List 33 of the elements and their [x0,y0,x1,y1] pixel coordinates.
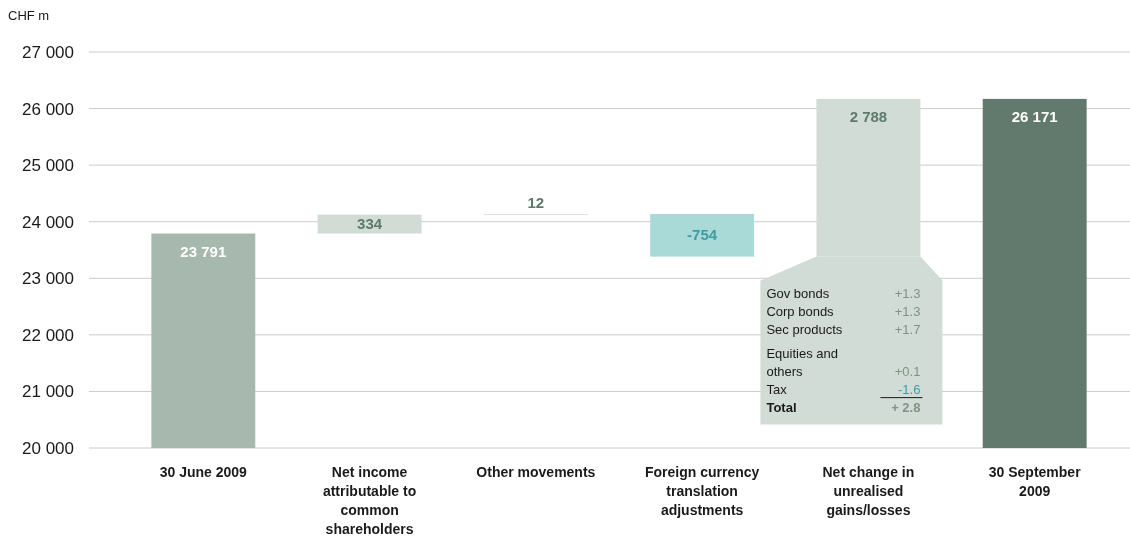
x-tick-label: Net change in unrealised gains/losses [822,464,915,518]
annotation: Corp bonds [766,303,835,319]
x-tick-label: Other movements [476,464,596,480]
annotation: Sec products [766,321,843,337]
annotation: +1.7 [894,321,921,337]
annotation: Tax [766,381,788,397]
annotation: + 2.8 [891,399,921,415]
y-tick-label: 27 000 [22,43,74,62]
y-tick-label: 21 000 [22,382,74,402]
y-axis-title: CHF m [8,8,50,23]
y-tick-label: 22 000 [22,325,74,345]
annotation: +0.1 [894,363,921,379]
x-tick-label: 30 June 2009 [159,464,248,480]
x-tick-label: 30 September 2009 [988,464,1082,499]
data-label: 12 [527,193,545,211]
data-label: 2 788 [849,107,888,125]
annotation: Total [766,399,797,415]
y-tick-label: 24 000 [22,212,74,232]
data-label: -754 [687,226,718,244]
x-tick-label: Net income attributable to common shareholders [322,464,417,537]
annotation: -1.6 [898,381,921,397]
data-label: 334 [357,215,383,233]
y-tick-label: 26 000 [22,99,74,119]
y-tick-label: 23 000 [22,269,74,289]
annotation: +1.3 [894,285,921,301]
y-tick-label: 20 000 [22,439,74,458]
x-tick-label: Foreign currency translation adjustments [644,464,760,518]
annotation: +1.3 [894,303,921,319]
annotation: Equities and others [766,345,838,379]
data-label: 23 791 [180,242,227,260]
data-label: 26 171 [1011,107,1058,125]
y-tick-label: 25 000 [22,156,74,176]
annotation: Gov bonds [766,285,830,301]
